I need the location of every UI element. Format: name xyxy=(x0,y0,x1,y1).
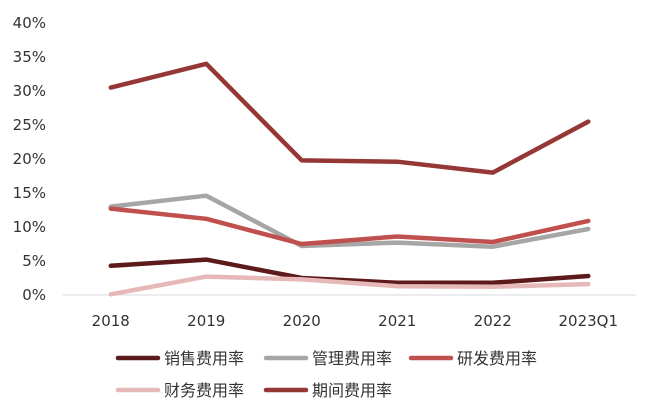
legend-label: 期间费用率 xyxy=(312,381,392,400)
x-tick-label: 2019 xyxy=(187,312,225,330)
y-tick-label: 15% xyxy=(13,184,46,202)
legend-label: 研发费用率 xyxy=(457,349,537,368)
y-tick-label: 20% xyxy=(13,150,46,168)
y-tick-label: 10% xyxy=(13,218,46,236)
series-lines xyxy=(108,61,591,297)
x-tick-label: 2022 xyxy=(474,312,512,330)
legend-label: 销售费用率 xyxy=(164,349,244,368)
legend-label: 财务费用率 xyxy=(164,381,244,400)
series-line xyxy=(108,274,591,297)
x-tick-label: 2023Q1 xyxy=(558,312,618,330)
y-tick-label: 40% xyxy=(13,14,46,32)
x-tick-label: 2021 xyxy=(378,312,416,330)
y-tick-label: 35% xyxy=(13,48,46,66)
x-tick-label: 2018 xyxy=(92,312,130,330)
x-tick-label: 2020 xyxy=(283,312,321,330)
series-line xyxy=(108,206,591,247)
series-line xyxy=(108,257,591,286)
y-tick-label: 25% xyxy=(13,116,46,134)
y-axis-ticks: 0% 5% 10% 15% 20% 25% 30% 35% 40% xyxy=(13,14,46,304)
y-tick-label: 0% xyxy=(22,286,46,304)
y-tick-label: 5% xyxy=(22,252,46,270)
series-line xyxy=(108,193,591,249)
series-line xyxy=(108,61,591,175)
x-axis-ticks: 2018 2019 2020 2021 2022 2023Q1 xyxy=(92,312,618,330)
legend-label: 管理费用率 xyxy=(312,349,392,368)
y-tick-label: 30% xyxy=(13,82,46,100)
